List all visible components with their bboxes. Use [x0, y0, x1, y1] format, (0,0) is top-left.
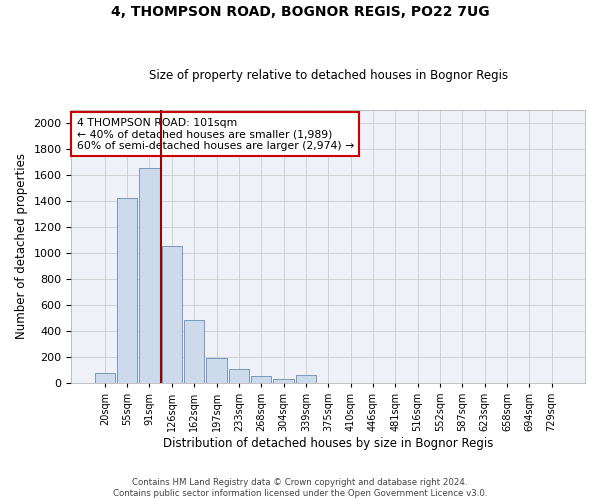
Bar [95, 373, 115, 383]
Text: 4 THOMPSON ROAD: 101sqm
← 40% of detached houses are smaller (1,989)
60% of semi: 4 THOMPSON ROAD: 101sqm ← 40% of detache… [77, 118, 354, 151]
Y-axis label: Number of detached properties: Number of detached properties [15, 153, 28, 339]
Bar [206, 358, 227, 383]
Text: 4, THOMPSON ROAD, BOGNOR REGIS, PO22 7UG: 4, THOMPSON ROAD, BOGNOR REGIS, PO22 7UG [110, 5, 490, 19]
Bar [184, 320, 204, 383]
Bar [162, 246, 182, 383]
Bar [251, 376, 271, 383]
Bar [296, 375, 316, 383]
Title: Size of property relative to detached houses in Bognor Regis: Size of property relative to detached ho… [149, 69, 508, 82]
Text: Contains HM Land Registry data © Crown copyright and database right 2024.
Contai: Contains HM Land Registry data © Crown c… [113, 478, 487, 498]
Bar [117, 198, 137, 383]
Bar [139, 168, 160, 383]
Bar [229, 368, 249, 383]
Bar [274, 379, 293, 383]
X-axis label: Distribution of detached houses by size in Bognor Regis: Distribution of detached houses by size … [163, 437, 493, 450]
